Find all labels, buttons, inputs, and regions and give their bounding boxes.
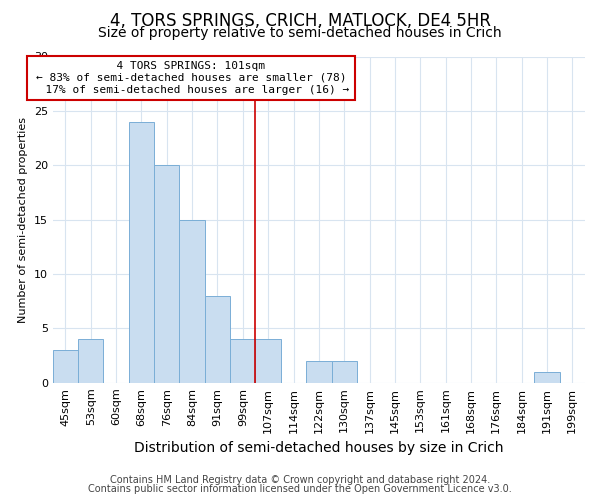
Text: Contains HM Land Registry data © Crown copyright and database right 2024.: Contains HM Land Registry data © Crown c… [110, 475, 490, 485]
Bar [256, 340, 281, 383]
Bar [53, 350, 78, 383]
Bar [78, 340, 103, 383]
Y-axis label: Number of semi-detached properties: Number of semi-detached properties [18, 116, 28, 322]
Bar [129, 122, 154, 383]
Bar [205, 296, 230, 383]
Text: Size of property relative to semi-detached houses in Crich: Size of property relative to semi-detach… [98, 26, 502, 40]
Bar [332, 361, 357, 383]
Bar [179, 220, 205, 383]
Bar [154, 166, 179, 383]
Bar [306, 361, 332, 383]
Bar [230, 340, 256, 383]
Bar [535, 372, 560, 383]
Text: Contains public sector information licensed under the Open Government Licence v3: Contains public sector information licen… [88, 484, 512, 494]
Text: 4, TORS SPRINGS, CRICH, MATLOCK, DE4 5HR: 4, TORS SPRINGS, CRICH, MATLOCK, DE4 5HR [110, 12, 491, 30]
X-axis label: Distribution of semi-detached houses by size in Crich: Distribution of semi-detached houses by … [134, 441, 503, 455]
Text: 4 TORS SPRINGS: 101sqm  
← 83% of semi-detached houses are smaller (78)
  17% of: 4 TORS SPRINGS: 101sqm ← 83% of semi-det… [32, 62, 350, 94]
